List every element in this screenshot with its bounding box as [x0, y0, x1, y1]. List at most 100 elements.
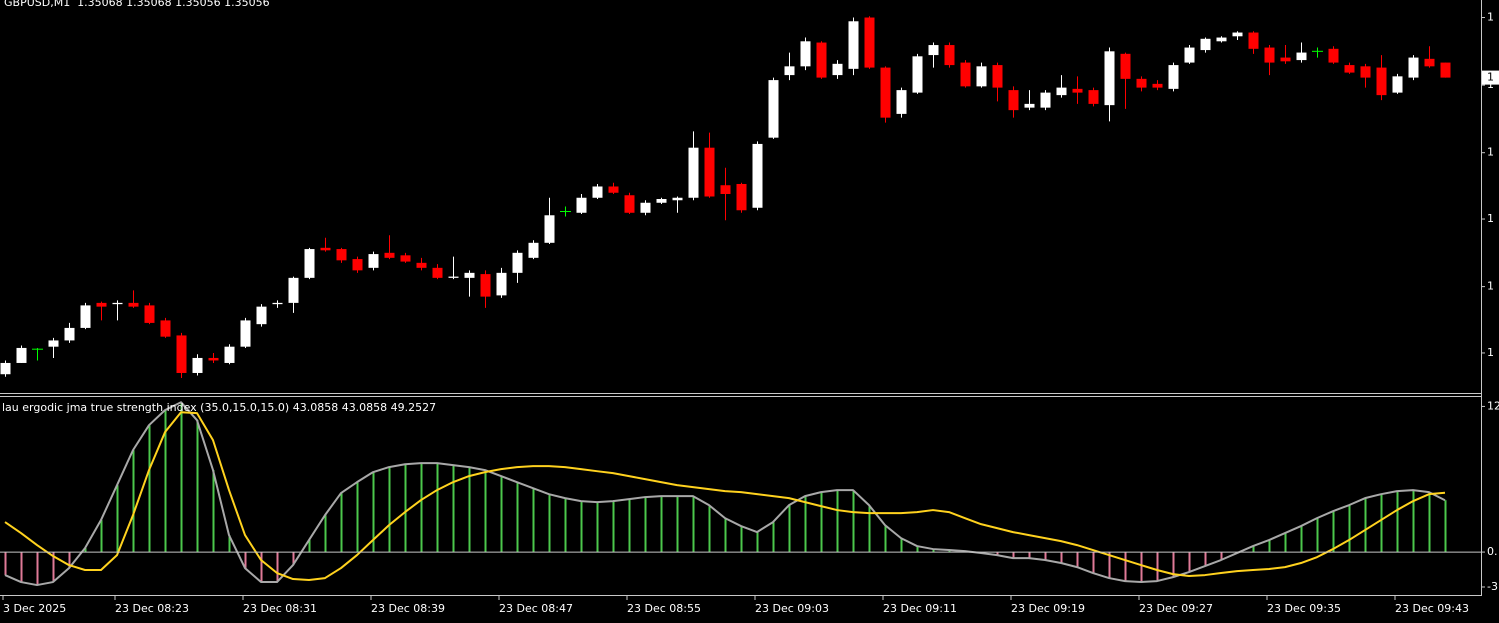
candle-body	[224, 346, 235, 363]
candle-body	[880, 67, 891, 118]
candle-body	[848, 21, 859, 69]
candle-body	[272, 302, 283, 305]
y-tick-label: 12	[1487, 399, 1499, 412]
candle-body	[784, 66, 795, 76]
candle-body	[1232, 32, 1243, 37]
candle-body	[336, 249, 347, 261]
candle-body	[960, 62, 971, 87]
candle-body	[1120, 53, 1131, 79]
candle-body	[656, 199, 667, 203]
candle-body	[1200, 38, 1211, 51]
candle-body	[1328, 48, 1339, 63]
candle-body	[1408, 57, 1419, 78]
candle-body	[1136, 78, 1147, 88]
candle-body	[800, 41, 811, 67]
candle-body	[368, 254, 379, 268]
x-tick-label: 23 Dec 08:23	[115, 602, 189, 615]
candle-body	[464, 272, 475, 278]
signal-line	[4, 411, 1446, 581]
candle-body	[768, 80, 779, 138]
x-tick-label: 23 Dec 09:03	[755, 602, 829, 615]
candle-body	[1376, 67, 1387, 96]
y-tick-label: -3	[1487, 580, 1498, 593]
candle-body	[896, 90, 907, 114]
candle-body	[496, 272, 507, 296]
y-tick-label: 1	[1487, 212, 1494, 225]
y-tick-label: 1	[1487, 11, 1494, 24]
candle-body	[640, 202, 651, 213]
x-tick-label: 23 Dec 09:27	[1139, 602, 1213, 615]
candle-body	[1008, 90, 1019, 111]
candle-body	[864, 17, 875, 68]
candle-body	[672, 197, 683, 201]
candle-body	[128, 302, 139, 307]
candle-body	[304, 249, 315, 278]
candle-body	[1040, 92, 1051, 108]
candle-body	[208, 357, 219, 361]
candle-body	[240, 320, 251, 347]
candle-body	[752, 143, 763, 208]
candle-body	[1104, 51, 1115, 106]
candle-body	[352, 259, 363, 271]
candle-body	[1360, 66, 1371, 78]
candle-body	[1152, 83, 1163, 88]
candle-body	[1264, 47, 1275, 63]
candle-body	[432, 267, 443, 278]
candle-body	[704, 147, 715, 197]
candle-body	[144, 305, 155, 323]
candle-body	[1296, 52, 1307, 61]
x-tick-label: 23 Dec 09:43	[1395, 602, 1469, 615]
candle-body	[1248, 32, 1259, 49]
candle-body	[96, 302, 107, 307]
candle-body	[1216, 37, 1227, 42]
candle-body	[1424, 58, 1435, 67]
candle-body	[48, 340, 59, 347]
x-tick-label: 3 Dec 2025	[3, 602, 66, 615]
candle-body	[1024, 103, 1035, 108]
candle-body	[736, 183, 747, 211]
x-tick-label: 23 Dec 09:19	[1011, 602, 1085, 615]
candle-body	[192, 357, 203, 373]
candle-body	[576, 197, 587, 213]
x-tick-label: 23 Dec 08:55	[627, 602, 701, 615]
candle-body	[912, 56, 923, 93]
y-tick-label: 1	[1487, 346, 1494, 359]
x-tick-label: 23 Dec 08:47	[499, 602, 573, 615]
x-tick-label: 23 Dec 09:11	[883, 602, 957, 615]
candle-body	[992, 65, 1003, 88]
candle-body	[1088, 90, 1099, 104]
candle-body	[592, 186, 603, 198]
candle-body	[320, 247, 331, 251]
main-line	[4, 401, 1446, 587]
indicator-title: lau ergodic jma true strength index (35.…	[2, 401, 436, 414]
candle-body	[160, 320, 171, 337]
x-tick-label: 23 Dec 09:35	[1267, 602, 1341, 615]
candle-body	[928, 45, 939, 56]
last-price-label: 1	[1487, 71, 1494, 84]
candle-body	[80, 305, 91, 328]
candle-body	[416, 262, 427, 268]
candle-body	[256, 306, 267, 325]
candle-body	[384, 252, 395, 258]
candle-body	[1056, 87, 1067, 96]
candle-body	[1280, 57, 1291, 62]
candle-body	[480, 274, 491, 297]
candle-body	[528, 242, 539, 258]
candle-body	[816, 42, 827, 78]
candle-body	[976, 66, 987, 87]
x-tick-label: 23 Dec 08:31	[243, 602, 317, 615]
candle-body	[16, 347, 27, 363]
candle-body	[512, 252, 523, 273]
candle-body	[1184, 47, 1195, 63]
candle-body	[832, 63, 843, 76]
last-price-box	[1482, 70, 1499, 85]
candle-body	[608, 186, 619, 193]
candle-body	[1440, 62, 1451, 78]
candle-body	[1072, 88, 1083, 93]
candle-body	[944, 45, 955, 66]
y-tick-label: 0.	[1487, 545, 1498, 558]
candle-body	[448, 276, 459, 278]
